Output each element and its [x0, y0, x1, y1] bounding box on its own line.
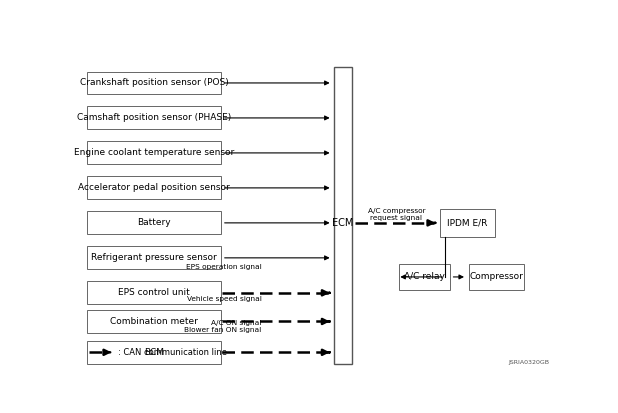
Text: BCM: BCM	[144, 348, 164, 357]
Text: Accelerator pedal position sensor: Accelerator pedal position sensor	[78, 183, 230, 192]
Text: A/C compressor
request signal: A/C compressor request signal	[368, 208, 425, 221]
Bar	[87, 211, 221, 234]
Text: A/C ON signal
Blower fan ON signal: A/C ON signal Blower fan ON signal	[184, 320, 261, 332]
Text: Combination meter: Combination meter	[110, 317, 198, 326]
Text: EPS operation signal: EPS operation signal	[186, 264, 261, 270]
Text: Compressor: Compressor	[470, 273, 523, 281]
Bar	[87, 281, 221, 304]
Text: Battery: Battery	[137, 218, 171, 228]
Text: Crankshaft position sensor (POS): Crankshaft position sensor (POS)	[80, 78, 228, 88]
Text: EPS control unit: EPS control unit	[118, 288, 190, 297]
Bar	[87, 142, 221, 164]
Bar	[87, 71, 221, 95]
Bar	[87, 310, 221, 333]
Bar	[87, 107, 221, 129]
Bar	[87, 247, 221, 269]
Text: A/C relay: A/C relay	[404, 273, 445, 281]
Text: JSRIA0320GB: JSRIA0320GB	[508, 360, 549, 365]
Text: ECM: ECM	[332, 218, 353, 228]
Text: Engine coolant temperature sensor: Engine coolant temperature sensor	[74, 148, 234, 157]
Text: Vehicle speed signal: Vehicle speed signal	[187, 296, 261, 302]
Bar	[399, 264, 450, 290]
Bar	[334, 67, 352, 364]
Bar	[440, 209, 495, 237]
Text: Camshaft position sensor (PHASE): Camshaft position sensor (PHASE)	[77, 114, 231, 122]
Text: IPDM E/R: IPDM E/R	[447, 218, 488, 228]
Text: Refrigerant pressure sensor: Refrigerant pressure sensor	[91, 253, 217, 262]
Text: : CAN communication line: : CAN communication line	[118, 348, 227, 357]
Bar	[87, 176, 221, 199]
Bar	[469, 264, 524, 290]
Bar	[87, 341, 221, 364]
